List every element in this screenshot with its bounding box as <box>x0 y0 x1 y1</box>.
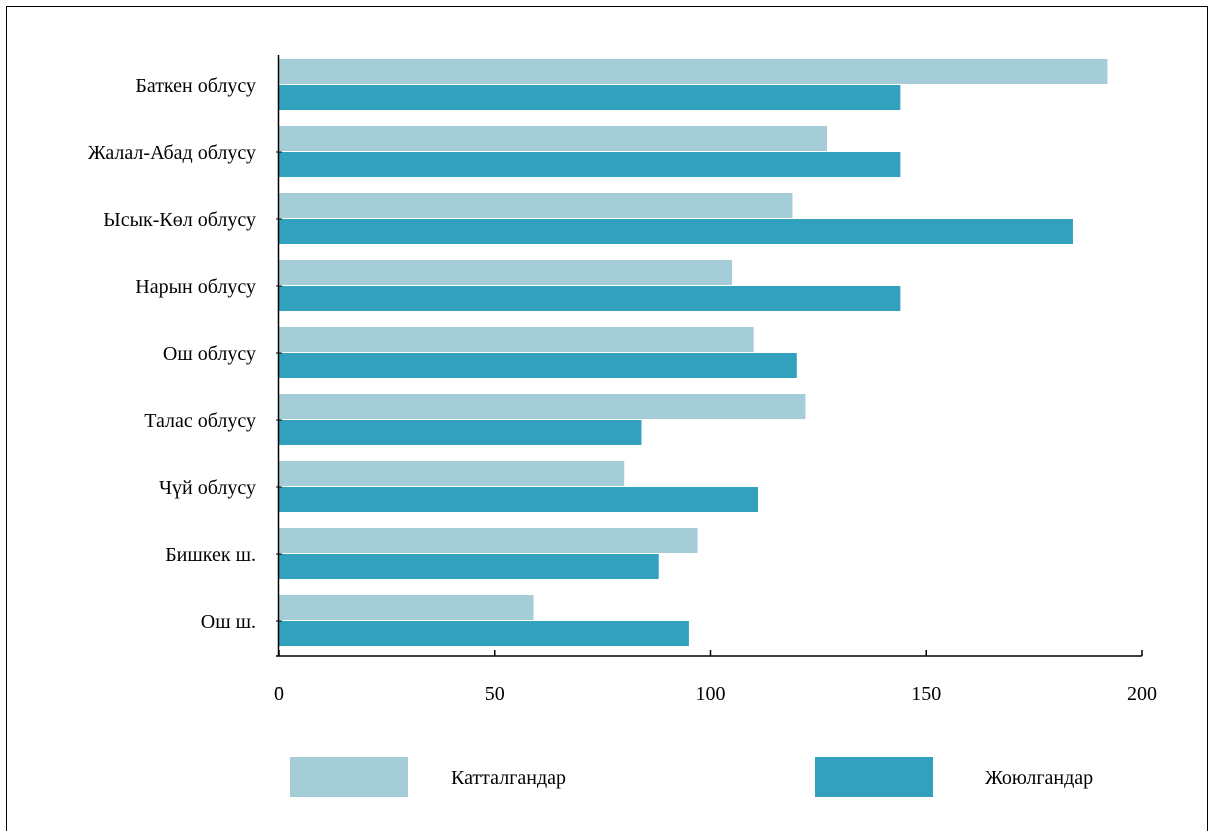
category-label-2: Ысык-Көл облусу <box>103 209 256 231</box>
bar-series1-3 <box>279 260 733 285</box>
bar-series1-4 <box>279 327 754 352</box>
category-labels-group: Баткен облусу Жалал-Абад облусу Ысык-Көл о… <box>88 75 256 633</box>
category-label-5: Талас облусу <box>144 410 256 432</box>
bar-series2-0 <box>279 85 901 110</box>
legend-label-2: Жоюлгандар <box>985 767 1093 789</box>
category-label-7: Бишкек ш. <box>165 544 256 566</box>
category-label-1: Жалал-Абад облусу <box>88 142 256 164</box>
category-label-3: Нарын облусу <box>135 276 256 298</box>
bar-series2-6 <box>279 487 758 512</box>
x-tick-label-2: 100 <box>696 683 726 705</box>
x-tick-label-3: 150 <box>911 683 941 705</box>
bar-series2-5 <box>279 420 642 445</box>
bar-series1-1 <box>279 126 828 151</box>
bar-series2-4 <box>279 353 797 378</box>
bar-series2-3 <box>279 286 901 311</box>
category-label-8: Ош ш. <box>201 611 256 633</box>
x-tick-label-0: 0 <box>274 683 284 705</box>
x-tick-label-4: 200 <box>1127 683 1157 705</box>
bar-series1-6 <box>279 461 625 486</box>
bar-series2-1 <box>279 152 901 177</box>
bar-series2-8 <box>279 621 689 646</box>
bar-series1-8 <box>279 595 534 620</box>
bar-series1-0 <box>279 59 1108 84</box>
x-tick-label-1: 50 <box>485 683 505 705</box>
legend-label-1: Катталгандар <box>451 767 566 789</box>
category-label-4: Ош облусу <box>163 343 256 365</box>
bar-series1-2 <box>279 193 793 218</box>
legend-swatch-2 <box>815 757 933 797</box>
bar-series1-5 <box>279 394 806 419</box>
legend: Катталгандар Жоюлгандар <box>290 757 1093 797</box>
category-label-6: Чүй облусу <box>159 477 256 499</box>
category-label-0: Баткен облусу <box>135 75 256 97</box>
tick-labels-group: 0 50 100 150 200 <box>274 683 1157 705</box>
bar-series2-7 <box>279 554 659 579</box>
legend-swatch-1 <box>290 757 408 797</box>
bars-group <box>279 59 1108 646</box>
bar-series1-7 <box>279 528 698 553</box>
bar-series2-2 <box>279 219 1073 244</box>
axes-group <box>276 55 1143 689</box>
